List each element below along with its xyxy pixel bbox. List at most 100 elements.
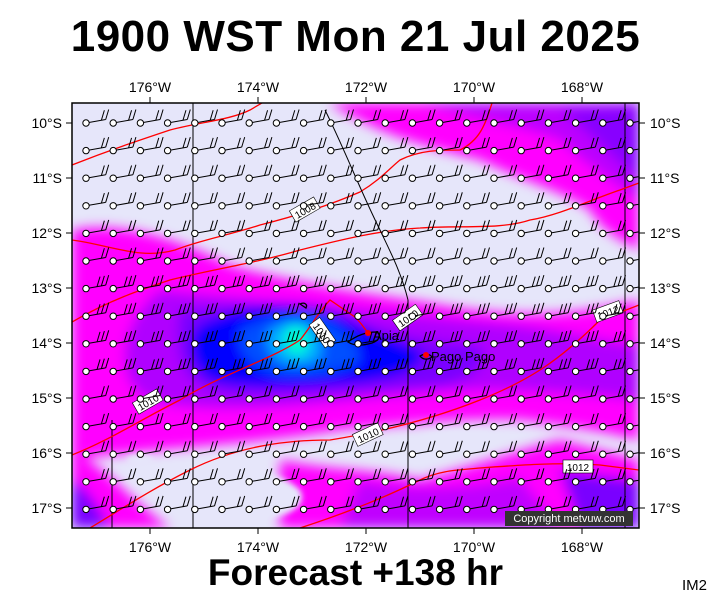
wind-barb (517, 468, 545, 486)
wind-barb (571, 495, 599, 514)
wind-barb (191, 219, 218, 238)
wind-barb (109, 274, 137, 293)
wind-barb (490, 109, 518, 127)
forecast-hour: Forecast +138 hr (207, 552, 504, 593)
wind-barb (544, 385, 572, 403)
lat-label: 10°S (31, 115, 62, 131)
wind-barb (109, 136, 137, 155)
lon-label: 170°W (453, 79, 496, 95)
wind-barb (299, 412, 327, 431)
wind-barb (82, 109, 110, 127)
wind-barb (490, 385, 518, 403)
wind-barb (327, 109, 354, 127)
wind-barb (136, 247, 164, 265)
wind-barb (435, 330, 463, 348)
copyright-text: Copyright metvuw.com (513, 513, 624, 525)
wind-barb (163, 330, 191, 348)
wind-barb (381, 136, 409, 155)
wind-barb (136, 136, 164, 155)
wind-barb (109, 302, 137, 320)
wind-barb (299, 495, 327, 514)
wind-barb (435, 495, 463, 514)
wind-barb (299, 109, 327, 127)
wind-barb (381, 440, 409, 458)
wind-barb (435, 274, 463, 293)
wind-barb (82, 219, 110, 238)
place-apia: Apia (373, 328, 400, 343)
wind-barb (82, 247, 110, 265)
wind-barb (354, 412, 382, 431)
wind-barb (354, 330, 382, 348)
lat-label: 14°S (31, 335, 62, 351)
wind-barb (272, 109, 300, 127)
wind-barb (299, 136, 327, 155)
wind-barb (163, 136, 191, 155)
wind-barb (272, 274, 300, 293)
wind-barb (517, 302, 545, 320)
wind-barb (272, 164, 300, 182)
wind-barb (82, 412, 110, 431)
wind-barb (626, 257, 639, 265)
wind-barb (136, 164, 164, 182)
wind-barb (272, 192, 300, 210)
wind-barb (599, 412, 626, 431)
wind-barb (544, 219, 572, 238)
wind-barb (490, 247, 518, 265)
wind-barb (136, 468, 164, 486)
wind-barb (626, 202, 639, 210)
wind-barb (191, 302, 218, 320)
wind-barb (381, 302, 409, 320)
wind-barb (272, 412, 300, 431)
wind-barb (599, 247, 626, 265)
lon-label: 168°W (561, 79, 604, 95)
wind-barb (327, 468, 354, 486)
wind-barb (299, 274, 327, 293)
wind-barb (408, 247, 436, 265)
wind-barb (218, 357, 246, 376)
wind-barb (544, 164, 572, 182)
image-id: IM2 (681, 577, 707, 594)
wind-barb (272, 330, 300, 348)
wind-barb (109, 412, 137, 431)
wind-barb (463, 330, 490, 348)
wind-barb (490, 412, 518, 431)
wind-barb (82, 274, 110, 293)
wind-barb (354, 274, 382, 293)
lat-label: 13°S (650, 280, 681, 296)
wind-barb (245, 385, 273, 403)
wind-barb (218, 164, 246, 182)
wind-barb (354, 357, 382, 376)
lat-label: 16°S (31, 445, 62, 461)
lon-label: 172°W (345, 539, 388, 555)
wind-barb (544, 247, 572, 265)
lat-label: 17°S (650, 500, 681, 516)
map-frame (71, 102, 640, 529)
wind-barb (381, 274, 409, 293)
wind-barb (599, 109, 626, 127)
wind-barb (136, 192, 164, 210)
wind-barb (245, 247, 273, 265)
wind-barb (599, 219, 626, 238)
wind-barb (408, 385, 436, 403)
wind-barb (463, 274, 490, 293)
wind-barb (191, 468, 218, 486)
wind-barb (626, 119, 639, 127)
wind-barb (245, 274, 273, 293)
wind-barb (272, 385, 300, 403)
wind-barb (191, 247, 218, 265)
wind-barb (599, 302, 626, 320)
wind-barb (354, 247, 382, 265)
wind-barb (109, 109, 137, 127)
wind-barb (163, 164, 191, 182)
wind-barb (599, 440, 626, 458)
wind-barb (490, 357, 518, 376)
wind-barb (327, 495, 354, 514)
wind-barb (327, 164, 354, 182)
wind-barb (626, 340, 639, 348)
wind-barb (327, 219, 354, 238)
wind-barb (218, 330, 246, 348)
copyright-box (505, 511, 633, 526)
wind-barb (163, 385, 191, 403)
wind-barb (544, 412, 572, 431)
wind-barb (544, 357, 572, 376)
